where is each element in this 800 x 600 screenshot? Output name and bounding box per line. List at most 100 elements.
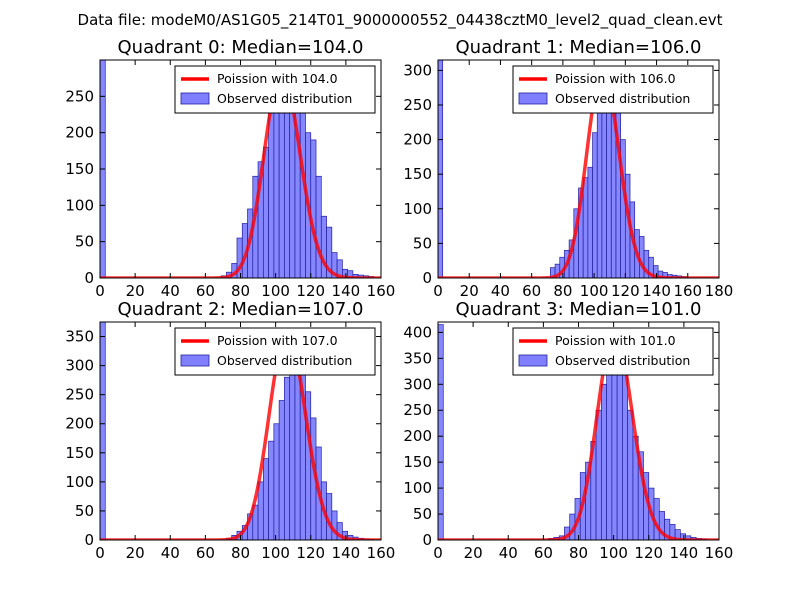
histogram-bar xyxy=(284,92,291,278)
x-tick-label: 140 xyxy=(642,282,671,300)
x-tick-label: 0 xyxy=(95,282,105,300)
y-tick-label: 300 xyxy=(403,61,432,79)
plot-frame xyxy=(437,59,720,279)
histogram-bar xyxy=(273,95,280,278)
x-tick-label: 40 xyxy=(499,544,518,562)
subplot-quadrant-3: Quadrant 3: Median=101.0 0 20 40 60 80 100 120 1… xyxy=(403,299,733,562)
histogram-bar xyxy=(622,368,629,540)
y-tick-label: 0 xyxy=(422,531,432,549)
x-tick-label: 20 xyxy=(464,544,483,562)
histogram-bar xyxy=(268,110,275,278)
x-tick-label: 40 xyxy=(491,282,510,300)
y-tick-label: 100 xyxy=(65,473,94,491)
x-tick-label: 100 xyxy=(599,544,628,562)
y-tick-label: 300 xyxy=(403,375,432,393)
y-tick-label: 250 xyxy=(403,401,432,419)
x-tick-label: 40 xyxy=(161,282,180,300)
legend-bars-label: Observed distribution xyxy=(217,91,352,106)
y-tick-label: 350 xyxy=(403,349,432,367)
histogram-bar xyxy=(100,322,106,540)
x-tick-label: 80 xyxy=(569,544,588,562)
plot-title: Quadrant 0: Median=104.0 xyxy=(118,37,364,58)
legend-curve-label: Poission with 104.0 xyxy=(217,71,338,86)
legend: Poission with 101.0 Observed distribution xyxy=(512,327,714,376)
histogram-bar xyxy=(331,510,338,540)
y-tick-label: 50 xyxy=(75,502,94,520)
legend-curve-label: Poission with 101.0 xyxy=(555,333,676,348)
subplot-grid: Quadrant 0: Median=104.0 0 20 40 60 80 100 120 1… xyxy=(65,37,733,562)
x-tick-label: 140 xyxy=(332,282,361,300)
x-tick-label: 100 xyxy=(261,282,290,300)
histogram-bar xyxy=(627,409,634,540)
y-tick-label: 0 xyxy=(422,269,432,287)
x-tick-label: 180 xyxy=(705,282,734,300)
y-tick-label: 200 xyxy=(65,124,94,142)
x-tick-label: 160 xyxy=(705,544,734,562)
histogram-bar xyxy=(595,409,602,540)
legend: Poission with 104.0 Observed distribution xyxy=(174,65,376,114)
x-tick-label: 160 xyxy=(367,282,396,300)
y-tick-label: 200 xyxy=(403,131,432,149)
y-tick-label: 50 xyxy=(75,233,94,251)
histogram-bar xyxy=(601,87,607,278)
x-tick-label: 120 xyxy=(634,544,663,562)
x-tick-label: 140 xyxy=(670,544,699,562)
histogram-bar xyxy=(273,423,280,540)
subplot-quadrant-1: Quadrant 1: Median=106.00 20 40 60 80 100 120 1… xyxy=(403,37,733,300)
plot-title: Quadrant 1: Median=106.0 xyxy=(456,37,702,58)
y-tick-label: 0 xyxy=(84,531,94,549)
y-tick-label: 350 xyxy=(65,328,94,346)
histogram-bar xyxy=(262,146,269,278)
histogram-bar xyxy=(268,440,275,540)
x-tick-label: 0 xyxy=(95,544,105,562)
legend-box xyxy=(174,327,376,376)
y-tick-label: 250 xyxy=(65,386,94,404)
y-tick-label: 0 xyxy=(84,269,94,287)
poisson-curve xyxy=(100,70,381,278)
plot-title: Quadrant 2: Median=107.0 xyxy=(118,299,364,320)
poisson-curve xyxy=(100,330,381,540)
y-tick-label: 300 xyxy=(65,357,94,375)
x-tick-label: 20 xyxy=(126,282,145,300)
histogram-bar xyxy=(315,175,322,278)
legend-bars-swatch xyxy=(180,354,210,367)
legend: Poission with 106.0 Observed distribution xyxy=(512,65,714,114)
subplot-quadrant-2: Quadrant 2: Median=107.0 0 20 40 60 80 100 120 1… xyxy=(65,299,395,562)
figure-title: Data file: modeM0/AS1G05_214T01_90000005… xyxy=(78,11,723,30)
histogram-bar xyxy=(438,60,444,278)
legend-bars-swatch xyxy=(518,92,548,105)
x-tick-label: 80 xyxy=(553,282,572,300)
y-tick-label: 50 xyxy=(413,234,432,252)
legend-bars-label: Observed distribution xyxy=(555,91,690,106)
histogram-bar xyxy=(336,259,343,278)
y-tick-label: 200 xyxy=(403,427,432,445)
subplot-quadrant-0: Quadrant 0: Median=104.0 0 20 40 60 80 100 120 1… xyxy=(65,37,395,300)
x-tick-label: 100 xyxy=(580,282,609,300)
histogram-bar xyxy=(596,108,603,278)
histogram-bar xyxy=(284,376,291,540)
x-tick-label: 40 xyxy=(161,544,180,562)
legend-bars-label: Observed distribution xyxy=(555,353,690,368)
y-tick-label: 50 xyxy=(413,505,432,523)
legend-bars-swatch xyxy=(180,92,210,105)
legend-box xyxy=(174,65,376,114)
histogram-bar xyxy=(438,324,444,540)
legend-curve-label: Poission with 107.0 xyxy=(217,333,338,348)
histogram-bar xyxy=(600,383,607,540)
legend-box xyxy=(512,65,714,114)
x-tick-label: 120 xyxy=(296,544,325,562)
y-tick-label: 150 xyxy=(65,444,94,462)
legend-bars-swatch xyxy=(518,354,548,367)
y-tick-label: 250 xyxy=(65,87,94,105)
histogram-bar xyxy=(289,347,296,540)
histogram-bar xyxy=(320,215,327,278)
x-tick-label: 60 xyxy=(196,282,215,300)
x-tick-label: 100 xyxy=(261,544,290,562)
x-tick-label: 120 xyxy=(296,282,325,300)
x-tick-label: 20 xyxy=(460,282,479,300)
x-tick-label: 0 xyxy=(433,544,443,562)
histogram-bar xyxy=(606,357,613,540)
x-tick-label: 20 xyxy=(126,544,145,562)
y-tick-label: 250 xyxy=(403,96,432,114)
y-tick-label: 100 xyxy=(65,196,94,214)
